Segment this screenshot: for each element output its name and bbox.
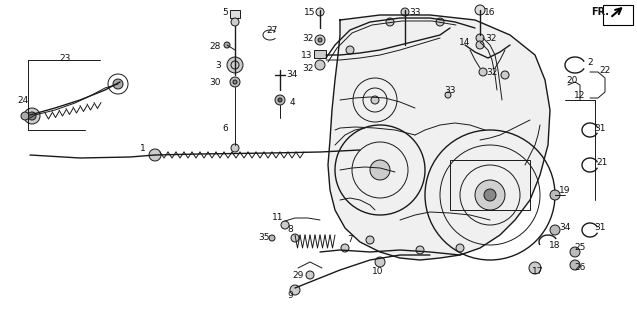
Circle shape [346,46,354,54]
Circle shape [416,246,424,254]
Circle shape [366,236,374,244]
Bar [603,5,633,25]
Text: 34: 34 [559,223,571,233]
Text: 32: 32 [485,34,497,43]
Circle shape [501,71,509,79]
Circle shape [315,60,325,70]
Text: 25: 25 [575,244,585,252]
Circle shape [475,180,505,210]
Circle shape [570,247,580,257]
Circle shape [21,112,29,120]
Circle shape [149,149,161,161]
Bar [314,50,326,58]
Circle shape [550,225,560,235]
Text: 28: 28 [210,42,220,51]
Text: 7: 7 [347,236,353,244]
Text: 6: 6 [222,124,228,132]
Text: 23: 23 [59,53,71,62]
Text: 32: 32 [303,63,313,73]
Text: 27: 27 [266,26,278,35]
Circle shape [479,68,487,76]
Text: 20: 20 [566,76,578,84]
Text: 4: 4 [289,98,295,107]
Circle shape [318,38,322,42]
Circle shape [401,8,409,16]
Circle shape [231,144,239,152]
Circle shape [445,92,451,98]
Text: 35: 35 [258,234,269,243]
Text: FR.: FR. [591,7,609,17]
Text: 29: 29 [292,270,304,279]
Text: 34: 34 [286,69,297,78]
Text: 2: 2 [587,58,593,67]
Text: 32: 32 [303,34,313,43]
Circle shape [315,35,325,45]
Circle shape [227,57,243,73]
Circle shape [476,41,484,49]
Circle shape [550,190,560,200]
Text: 32: 32 [486,68,497,76]
Text: 13: 13 [301,51,313,60]
Text: 21: 21 [596,157,608,166]
Circle shape [113,79,123,89]
Text: 9: 9 [287,291,293,300]
Text: 26: 26 [575,262,585,271]
Circle shape [475,5,485,15]
Text: 16: 16 [484,7,496,17]
Text: 18: 18 [549,241,561,250]
Circle shape [231,18,239,26]
Text: 33: 33 [444,85,455,94]
Circle shape [456,244,464,252]
Circle shape [316,8,324,16]
Text: 31: 31 [594,223,606,233]
Polygon shape [328,15,550,260]
Circle shape [375,257,385,267]
Text: 8: 8 [287,226,293,235]
Text: 5: 5 [222,7,228,17]
Bar [450,160,530,210]
Text: 10: 10 [372,268,383,276]
Circle shape [275,95,285,105]
Text: 22: 22 [599,66,611,75]
Text: 30: 30 [209,77,221,86]
Circle shape [28,112,36,120]
Text: 17: 17 [533,268,544,276]
Circle shape [24,108,40,124]
Circle shape [341,244,349,252]
Text: 14: 14 [459,37,471,46]
Circle shape [269,235,275,241]
Circle shape [290,285,300,295]
Circle shape [281,221,289,229]
Text: 11: 11 [272,213,283,222]
Circle shape [306,271,314,279]
Circle shape [224,42,230,48]
Circle shape [291,234,299,242]
Text: 15: 15 [304,7,316,17]
Circle shape [233,80,237,84]
Bar [230,10,240,18]
Circle shape [484,189,496,201]
Text: 1: 1 [140,143,146,153]
Circle shape [570,260,580,270]
Circle shape [476,34,484,42]
Circle shape [230,77,240,87]
Circle shape [371,96,379,104]
Circle shape [386,18,394,26]
Circle shape [370,160,390,180]
Text: 24: 24 [17,95,29,105]
Text: 12: 12 [575,91,585,100]
Text: 19: 19 [559,186,571,195]
Circle shape [278,98,282,102]
Text: 33: 33 [409,7,421,17]
Text: 31: 31 [594,124,606,132]
Circle shape [529,262,541,274]
Text: 3: 3 [215,60,221,69]
Circle shape [436,18,444,26]
